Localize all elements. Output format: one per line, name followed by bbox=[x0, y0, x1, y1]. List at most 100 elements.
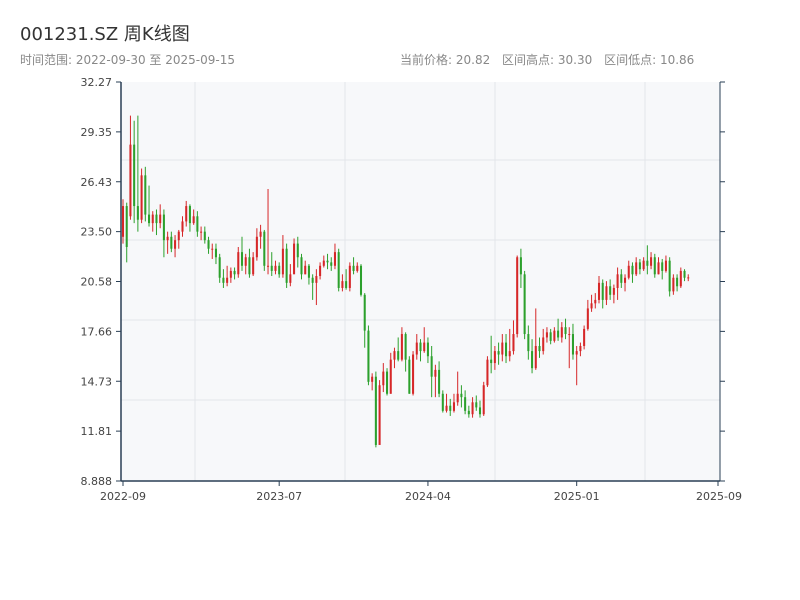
candle-body bbox=[211, 248, 214, 250]
candle-body bbox=[638, 262, 641, 270]
candle-body bbox=[568, 334, 571, 336]
candle-body bbox=[133, 144, 136, 207]
candle-body bbox=[214, 248, 217, 258]
candle-body bbox=[170, 236, 173, 249]
candle-body bbox=[196, 216, 199, 232]
candle-body bbox=[337, 252, 340, 288]
candle-body bbox=[330, 262, 333, 266]
candle-body bbox=[389, 359, 392, 394]
candle-body bbox=[270, 265, 273, 271]
candle-body bbox=[687, 277, 690, 279]
candle-body bbox=[177, 231, 180, 241]
candle-body bbox=[185, 206, 188, 222]
candle-body bbox=[348, 265, 351, 288]
candle-body bbox=[136, 206, 139, 220]
candle-body bbox=[374, 376, 377, 445]
candle-body bbox=[531, 351, 534, 369]
candle-body bbox=[311, 277, 314, 283]
candle-body bbox=[315, 276, 318, 283]
candle-body bbox=[661, 262, 664, 271]
candle-body bbox=[274, 265, 277, 271]
candle-body bbox=[267, 265, 270, 267]
candle-body bbox=[553, 330, 556, 341]
candle-body bbox=[449, 405, 452, 411]
price-stats: 当前价格: 20.82 区间高点: 30.30 区间低点: 10.86 bbox=[400, 51, 702, 68]
candle-body bbox=[497, 351, 500, 355]
y-tick-label: 29.35 bbox=[81, 126, 113, 139]
candle-body bbox=[601, 282, 604, 300]
candle-body bbox=[650, 257, 653, 266]
candle-body bbox=[296, 243, 299, 258]
candle-body bbox=[464, 397, 467, 411]
candle-body bbox=[627, 265, 630, 278]
candle-body bbox=[233, 270, 236, 275]
candle-body bbox=[322, 260, 325, 266]
current-price-label: 当前价格: 20.82 bbox=[400, 53, 491, 67]
candle-body bbox=[237, 252, 240, 275]
candle-body bbox=[624, 277, 627, 283]
candle-body bbox=[471, 402, 474, 415]
candle-body bbox=[121, 206, 125, 237]
candle-body bbox=[609, 286, 612, 295]
candle-body bbox=[452, 402, 455, 411]
candle-body bbox=[516, 257, 519, 335]
candle-body bbox=[583, 328, 586, 346]
candle-body bbox=[456, 393, 459, 403]
candle-body bbox=[683, 270, 686, 278]
candle-body bbox=[129, 144, 132, 217]
y-tick-label: 23.50 bbox=[81, 226, 113, 239]
candle-body bbox=[676, 277, 679, 287]
candle-body bbox=[203, 231, 206, 241]
y-tick-label: 32.27 bbox=[81, 76, 113, 89]
candle-body bbox=[304, 265, 307, 275]
candle-body bbox=[244, 257, 247, 266]
candle-body bbox=[148, 214, 151, 224]
candle-body bbox=[363, 294, 366, 331]
candle-body bbox=[534, 345, 537, 369]
candle-body bbox=[679, 270, 682, 287]
candle-body bbox=[508, 351, 511, 357]
candle-body bbox=[378, 385, 381, 445]
candle-body bbox=[125, 206, 128, 248]
candle-body bbox=[545, 332, 548, 338]
candle-body bbox=[263, 231, 266, 266]
candle-body bbox=[408, 359, 411, 394]
candle-body bbox=[412, 354, 415, 394]
candle-body bbox=[430, 356, 433, 377]
x-tick-label: 2022-09 bbox=[100, 490, 146, 503]
candle-body bbox=[200, 231, 203, 233]
range-low-label: 区间低点: 10.86 bbox=[604, 53, 695, 67]
candle-body bbox=[612, 287, 615, 295]
x-tick-label: 2024-04 bbox=[405, 490, 451, 503]
candle-body bbox=[594, 299, 597, 304]
candle-body bbox=[222, 277, 225, 283]
candle-body bbox=[549, 332, 552, 341]
candle-body bbox=[657, 262, 660, 275]
candle-body bbox=[174, 240, 177, 249]
candle-body bbox=[404, 334, 407, 360]
candle-body bbox=[397, 351, 400, 360]
candle-body bbox=[400, 334, 403, 360]
candle-body bbox=[542, 337, 545, 352]
candle-body bbox=[181, 221, 184, 232]
candle-body bbox=[359, 265, 363, 295]
candle-body bbox=[281, 248, 284, 275]
candle-body bbox=[423, 342, 426, 352]
candle-body bbox=[255, 236, 258, 258]
candle-body bbox=[162, 214, 165, 241]
candle-body bbox=[356, 265, 359, 271]
candle-body bbox=[326, 260, 329, 263]
candle-body bbox=[188, 206, 191, 224]
candle-body bbox=[192, 216, 195, 224]
candle-body bbox=[460, 393, 463, 398]
candle-body bbox=[319, 265, 322, 277]
candle-body bbox=[151, 214, 154, 224]
candle-body bbox=[505, 342, 508, 357]
x-tick-label: 2025-01 bbox=[554, 490, 600, 503]
candle-body bbox=[653, 257, 656, 275]
candle-body bbox=[218, 257, 221, 278]
candle-body bbox=[248, 257, 251, 275]
candle-body bbox=[278, 265, 281, 275]
candle-body bbox=[590, 303, 593, 309]
candle-body bbox=[512, 334, 515, 352]
